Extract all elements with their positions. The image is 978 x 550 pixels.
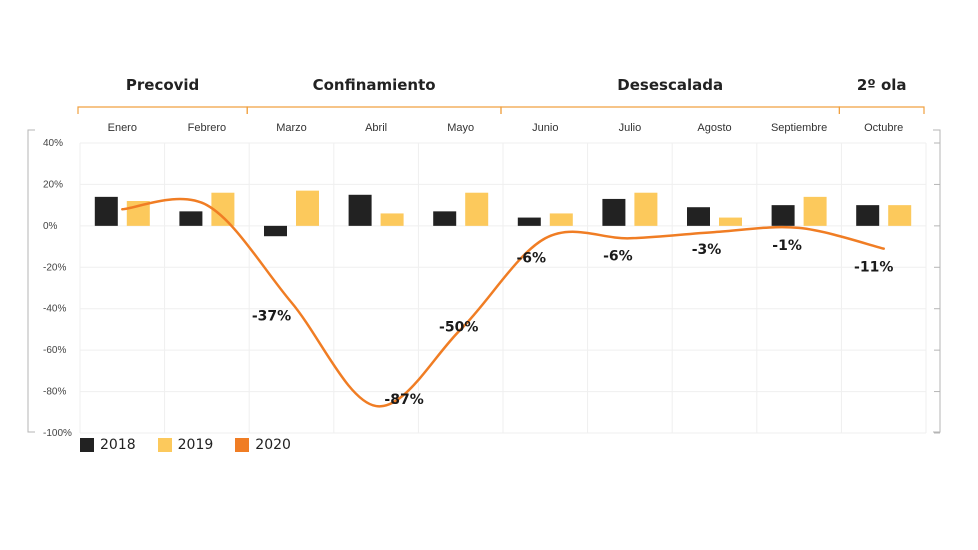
data-label-2020: -11% <box>854 260 893 276</box>
bar-2018 <box>264 225 287 237</box>
month-label: Septiembre <box>771 122 827 134</box>
bar-2019 <box>296 190 319 226</box>
y-tick-label: -100% <box>43 428 72 439</box>
data-label-2020: -87% <box>384 392 423 408</box>
phase-bracket <box>77 106 248 114</box>
bar-2018 <box>433 211 457 226</box>
y-tick-label: -80% <box>43 387 66 398</box>
phase-label: Desescalada <box>617 76 723 94</box>
bar-2018 <box>517 217 541 226</box>
bar-2019 <box>549 213 573 226</box>
grid <box>79 142 927 434</box>
phase-label: Precovid <box>126 76 199 94</box>
month-label: Abril <box>365 122 387 134</box>
bar-2019 <box>211 192 235 226</box>
bar-2018 <box>348 194 372 226</box>
bar-2018 <box>856 205 880 226</box>
legend-label-2020: 2020 <box>255 437 291 453</box>
bar-2018 <box>602 198 626 226</box>
legend-item-2020: 2020 <box>235 437 291 453</box>
line-2020 <box>121 197 885 408</box>
month-label: Junio <box>532 122 558 134</box>
y-axis-ticks: 40% 20% 0% -20% -40% -60% -80% -100% <box>43 138 72 439</box>
phase-brackets: Precovid Confinamiento Desescalada 2º ola <box>77 76 925 114</box>
data-label-2020: -1% <box>772 238 802 254</box>
bar-2018 <box>94 196 118 226</box>
bar-2018 <box>179 211 203 226</box>
bar-2019 <box>719 217 742 226</box>
left-bracket <box>27 129 35 433</box>
phase-label: 2º ola <box>857 76 907 94</box>
y-tick-label: 40% <box>43 138 63 149</box>
month-labels: Enero Febrero Marzo Abril Mayo Junio Julio Agos… <box>108 122 904 134</box>
data-label-2020: -50% <box>439 319 478 335</box>
legend-label-2018: 2018 <box>100 437 136 453</box>
data-label-2020: -3% <box>692 242 722 258</box>
legend-swatch-2019 <box>157 438 172 452</box>
phase-bracket <box>246 106 502 114</box>
month-label: Julio <box>619 122 642 134</box>
legend-item-2019: 2019 <box>157 437 214 453</box>
y-tick-label: 20% <box>43 179 63 190</box>
legend-swatch-2020 <box>235 438 250 452</box>
bar-2019 <box>380 213 404 226</box>
plot-frame <box>27 129 941 434</box>
month-label: Febrero <box>188 122 227 134</box>
y-tick-label: 0% <box>43 221 58 232</box>
data-label-2020: -6% <box>517 250 547 266</box>
month-label: Octubre <box>864 122 903 134</box>
bar-2019 <box>888 205 912 226</box>
legend-item-2018: 2018 <box>80 437 136 453</box>
right-bracket <box>933 129 941 433</box>
bar-2019 <box>465 192 489 226</box>
month-label: Enero <box>108 122 137 134</box>
bar-2019 <box>803 196 827 226</box>
line-2020-path <box>121 197 885 408</box>
legend-label-2019: 2019 <box>177 437 214 453</box>
bars <box>94 190 912 237</box>
legend: 2018 2019 2020 <box>80 437 291 453</box>
data-label-2020: -6% <box>603 248 633 264</box>
data-label-2020: -37% <box>252 309 291 325</box>
month-label: Marzo <box>276 122 307 134</box>
phase-bracket <box>838 106 925 114</box>
bar-2018 <box>771 205 795 226</box>
phase-bracket <box>500 106 840 114</box>
y-tick-label: -20% <box>43 262 66 273</box>
phase-label: Confinamiento <box>313 76 436 94</box>
y-tick-label: -40% <box>43 304 66 315</box>
legend-swatch-2018 <box>80 438 94 452</box>
bar-2018 <box>687 207 710 226</box>
y-tick-label: -60% <box>43 345 66 356</box>
data-labels: -37% -87% -50% -6% -6% -3% -1% -11% <box>252 238 894 408</box>
month-label: Mayo <box>447 122 474 134</box>
month-label: Agosto <box>697 122 731 134</box>
bar-2019 <box>634 192 658 226</box>
